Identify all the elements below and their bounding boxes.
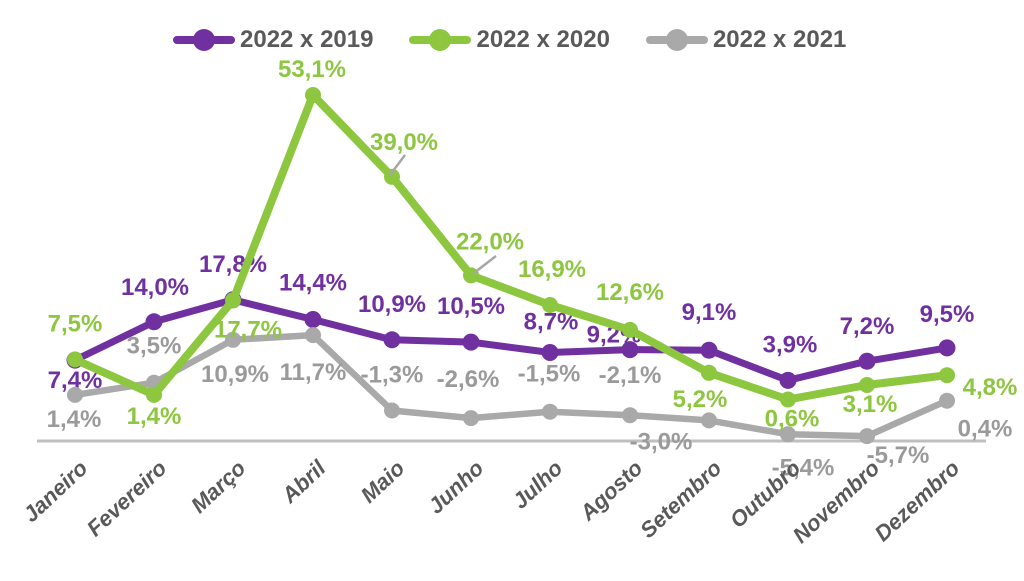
- data-label: 5,2%: [673, 386, 728, 413]
- legend-marker-dot: [429, 29, 452, 51]
- series-line: [71, 331, 951, 440]
- data-label: 14,4%: [279, 270, 347, 297]
- month-label: Abril: [276, 455, 331, 509]
- data-point: [542, 403, 558, 420]
- data-point: [700, 341, 718, 359]
- legend-label: 2022 x 2019: [240, 26, 374, 53]
- month-label: Setembro: [635, 455, 726, 542]
- data-point: [305, 327, 321, 344]
- chart-legend: 2022 x 2019 2022 x 2020 2022 x 2021: [173, 28, 846, 52]
- data-label: 10,9%: [358, 291, 426, 318]
- data-label: 11,7%: [280, 359, 347, 386]
- month-label: Março: [186, 455, 250, 517]
- data-label: -5,7%: [867, 442, 930, 469]
- data-point: [779, 371, 797, 389]
- series-line: [71, 296, 951, 384]
- data-label: 9,5%: [920, 301, 975, 328]
- data-label: 0,6%: [765, 406, 820, 433]
- data-point: [858, 352, 876, 370]
- legend-label: 2022 x 2021: [712, 26, 847, 53]
- data-point: [622, 321, 638, 338]
- data-label: 17,8%: [199, 251, 267, 278]
- data-point: [859, 428, 875, 445]
- data-label: 4,8%: [963, 374, 1018, 401]
- legend-line-marker-icon: [645, 29, 708, 51]
- month-label: Fevereiro: [82, 455, 171, 541]
- data-point: [304, 311, 322, 328]
- data-label: 1,4%: [47, 406, 102, 433]
- data-label: 39,0%: [370, 129, 438, 156]
- legend-item: 2022 x 2019: [173, 28, 373, 52]
- data-label: 7,5%: [48, 311, 103, 338]
- data-label: -2,1%: [599, 362, 662, 389]
- month-label: Agosto: [574, 455, 647, 526]
- data-label: -1,5%: [518, 361, 581, 388]
- month-label: Outubro: [725, 455, 806, 532]
- data-point: [146, 386, 162, 403]
- data-point: [384, 402, 400, 419]
- data-label: 14,0%: [121, 274, 189, 301]
- data-point: [938, 339, 956, 357]
- month-label: Julho: [507, 455, 567, 513]
- series-2022-x-2020: 7,5% 1,4% 17,7% 53,1% 39,0% 22,0%16,9% 12,6% 5,…: [48, 56, 1018, 433]
- data-point: [859, 377, 875, 393]
- data-point: [701, 412, 717, 429]
- data-point: [542, 297, 558, 313]
- data-point: [939, 367, 955, 384]
- data-point: [145, 313, 163, 331]
- data-label: 1,4%: [127, 403, 182, 430]
- data-point: [780, 426, 796, 443]
- data-label: 17,7%: [214, 316, 282, 343]
- data-point: [621, 341, 639, 359]
- data-point: [939, 392, 955, 409]
- legend-line-marker-icon: [173, 29, 235, 51]
- data-point: [780, 391, 796, 408]
- data-label: 53,1%: [278, 56, 346, 83]
- callout-line: [389, 154, 406, 176]
- data-point: [305, 87, 321, 103]
- data-label: 3,9%: [763, 331, 818, 358]
- legend-marker-dot: [193, 29, 215, 51]
- data-point: [622, 407, 638, 424]
- data-label: 10,5%: [437, 293, 505, 320]
- data-label: 10,9%: [201, 361, 269, 388]
- legend-line-marker-icon: [409, 29, 472, 51]
- series-2022-x-2019: 7,4%14,0%17,8%14,4%10,9% 10,5%8,7% 9,2%9,1…: [48, 251, 975, 394]
- callout-line: [473, 255, 497, 274]
- data-label: 0,4%: [958, 416, 1013, 443]
- series-line: [71, 91, 951, 404]
- month-label: Maio: [356, 455, 410, 507]
- data-label: 9,1%: [682, 299, 737, 326]
- data-label: -3,0%: [630, 428, 693, 455]
- legend-label: 2022 x 2020: [476, 26, 610, 53]
- data-point: [541, 344, 559, 361]
- data-label: 3,5%: [127, 333, 182, 360]
- data-label: 3,1%: [843, 391, 898, 418]
- data-point: [225, 331, 241, 348]
- data-label: 16,9%: [518, 256, 586, 283]
- data-label: -1,3%: [361, 362, 424, 389]
- legend-item: 2022 x 2021: [645, 26, 847, 53]
- data-label: 7,2%: [840, 313, 895, 340]
- data-label: -2,6%: [437, 366, 500, 393]
- data-point: [383, 331, 401, 349]
- data-point: [701, 364, 717, 381]
- data-label: 22,0%: [456, 228, 524, 255]
- legend-marker-dot: [665, 29, 688, 51]
- data-label: 12,6%: [596, 279, 664, 306]
- data-point: [384, 168, 400, 185]
- data-point: [463, 410, 479, 427]
- data-point: [462, 333, 480, 351]
- month-label: Junho: [423, 455, 488, 518]
- data-point: [67, 351, 83, 368]
- data-point: [225, 292, 241, 309]
- month-label: Janeiro: [18, 455, 92, 527]
- data-label: -5,4%: [772, 454, 835, 481]
- legend-item: 2022 x 2020: [409, 26, 610, 53]
- data-point: [67, 386, 83, 403]
- series-2022-x-2021: 1,4% 3,5% 10,9% 11,7% -1,3% -2,6% -1,5% -2,1% -3…: [47, 327, 1013, 481]
